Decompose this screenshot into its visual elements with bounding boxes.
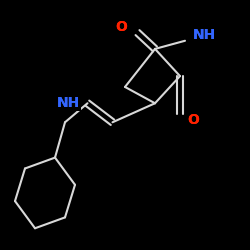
Text: NH: NH xyxy=(57,96,80,110)
Text: NH: NH xyxy=(192,28,216,42)
Text: NH: NH xyxy=(192,28,216,42)
Text: O: O xyxy=(116,20,128,34)
Text: NH: NH xyxy=(57,96,80,110)
Text: O: O xyxy=(116,20,128,34)
Text: O: O xyxy=(188,112,200,126)
Text: O: O xyxy=(188,112,200,126)
